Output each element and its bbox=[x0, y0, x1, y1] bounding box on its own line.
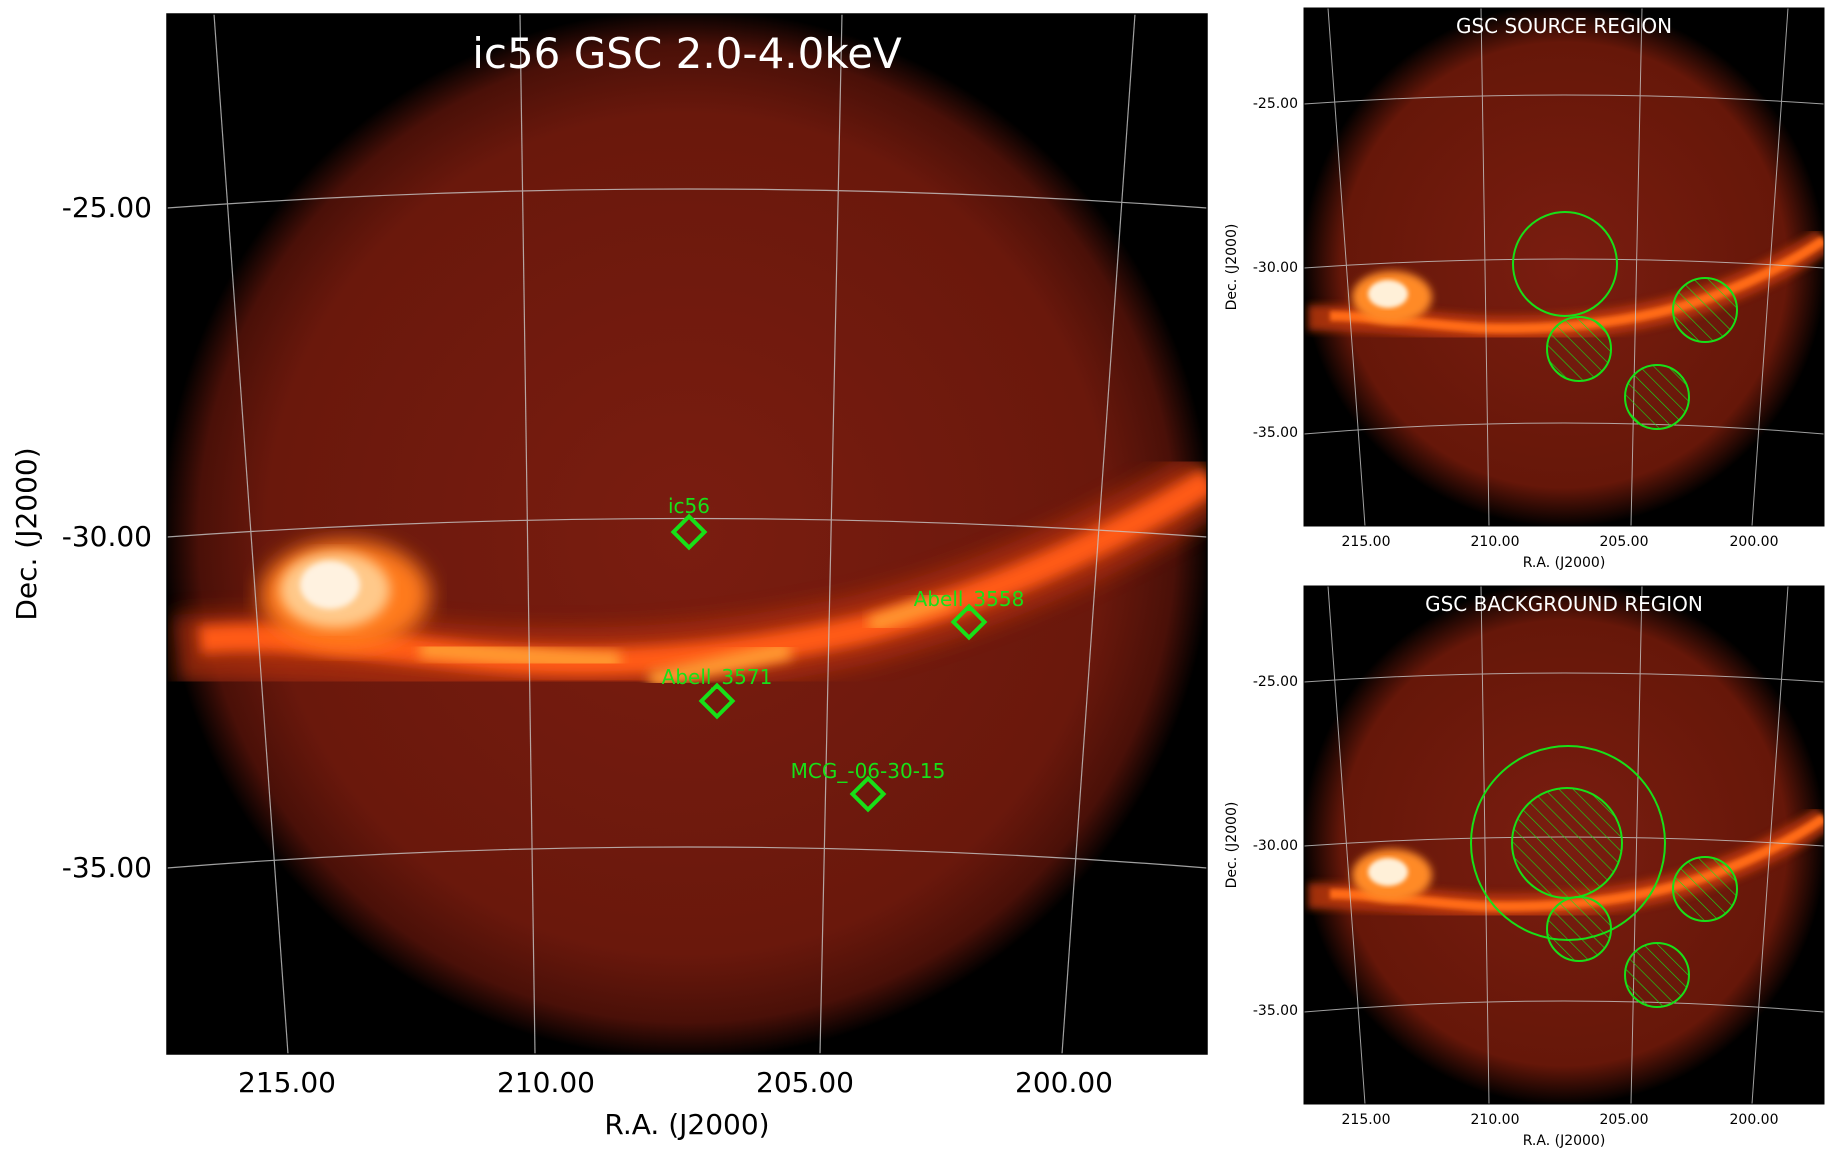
source-label-mcg: MCG_-06-30-15 bbox=[791, 759, 946, 783]
main-ytick-25: -25.00 bbox=[62, 191, 152, 224]
background-coordinate-grid bbox=[1304, 586, 1824, 1104]
source-xtick-215: 215.00 bbox=[1342, 534, 1391, 550]
bg-excluded-region-mcg bbox=[1624, 942, 1690, 1008]
source-xtick-200: 200.00 bbox=[1730, 534, 1779, 550]
main-ylabel: Dec. (J2000) bbox=[10, 447, 43, 620]
detector-disk bbox=[167, 14, 1207, 1054]
main-xlabel: R.A. (J2000) bbox=[604, 1108, 769, 1141]
main-ytick-35: -35.00 bbox=[62, 851, 152, 884]
background-xtick-215: 215.00 bbox=[1342, 1112, 1391, 1128]
source-markers bbox=[670, 513, 988, 813]
background-region-map: GSC BACKGROUND REGION 215.00 210.00 205.… bbox=[1224, 585, 1825, 1149]
main-xtick-205: 205.00 bbox=[756, 1066, 854, 1099]
source-marker-abell-3558 bbox=[950, 603, 988, 641]
main-image-panel: ic56 Abell_3558 Abell_3571 MCG_-06-30-15… bbox=[10, 13, 1208, 1141]
source-region-circle bbox=[1512, 211, 1618, 317]
source-label-ic56: ic56 bbox=[668, 494, 710, 518]
source-label-abell-3558: Abell_3558 bbox=[914, 587, 1025, 611]
source-region-panel: GSC SOURCE REGION 215.00 210.00 205.00 2… bbox=[1220, 0, 1832, 578]
bg-excluded-region-abell-3558 bbox=[1672, 856, 1738, 922]
background-ytick-30: -30.00 bbox=[1253, 838, 1298, 854]
source-ytick-35: -35.00 bbox=[1253, 425, 1298, 441]
excluded-region-abell-3571 bbox=[1546, 316, 1612, 382]
source-marker-abell-3571 bbox=[698, 682, 736, 720]
background-ytick-25: -25.00 bbox=[1253, 674, 1298, 690]
source-ytick-30: -30.00 bbox=[1253, 260, 1298, 276]
main-ytick-30: -30.00 bbox=[62, 520, 152, 553]
source-marker-ic56 bbox=[670, 513, 708, 551]
background-xlabel: R.A. (J2000) bbox=[1523, 1133, 1606, 1149]
background-annulus-inner bbox=[1511, 787, 1623, 899]
background-ylabel: Dec. (J2000) bbox=[1224, 802, 1240, 889]
main-xtick-215: 215.00 bbox=[238, 1066, 336, 1099]
excluded-region-abell-3558 bbox=[1672, 277, 1738, 343]
background-frame bbox=[1303, 585, 1825, 1105]
source-xtick-205: 205.00 bbox=[1600, 534, 1649, 550]
source-coordinate-grid bbox=[1304, 8, 1824, 526]
main-frame bbox=[166, 13, 1208, 1055]
background-regions bbox=[1470, 745, 1738, 1008]
background-xtick-200: 200.00 bbox=[1730, 1112, 1779, 1128]
source-marker-mcg bbox=[849, 775, 887, 813]
main-xtick-210: 210.00 bbox=[497, 1066, 595, 1099]
main-title: ic56 GSC 2.0-4.0keV bbox=[472, 29, 902, 78]
main-xtick-200: 200.00 bbox=[1015, 1066, 1113, 1099]
background-xtick-205: 205.00 bbox=[1600, 1112, 1649, 1128]
main-sky-map: ic56 Abell_3558 Abell_3571 MCG_-06-30-15… bbox=[10, 13, 1208, 1141]
background-xtick-210: 210.00 bbox=[1471, 1112, 1520, 1128]
bg-excluded-region-abell-3571 bbox=[1546, 896, 1612, 962]
source-label-abell-3571: Abell_3571 bbox=[662, 665, 773, 689]
source-detector-disk bbox=[1304, 8, 1824, 526]
excluded-region-mcg bbox=[1624, 364, 1690, 430]
background-ytick-35: -35.00 bbox=[1253, 1003, 1298, 1019]
emission-ridge bbox=[172, 450, 1207, 698]
source-panel-title: GSC SOURCE REGION bbox=[1456, 14, 1672, 38]
source-ytick-25: -25.00 bbox=[1253, 96, 1298, 112]
source-ylabel: Dec. (J2000) bbox=[1224, 224, 1240, 311]
source-regions bbox=[1512, 211, 1738, 430]
source-xtick-210: 210.00 bbox=[1471, 534, 1520, 550]
background-region-panel: GSC BACKGROUND REGION 215.00 210.00 205.… bbox=[1220, 578, 1832, 1156]
source-frame bbox=[1303, 7, 1825, 527]
background-panel-title: GSC BACKGROUND REGION bbox=[1425, 592, 1703, 616]
source-region-map: GSC SOURCE REGION 215.00 210.00 205.00 2… bbox=[1224, 7, 1825, 571]
source-xlabel: R.A. (J2000) bbox=[1523, 555, 1606, 571]
